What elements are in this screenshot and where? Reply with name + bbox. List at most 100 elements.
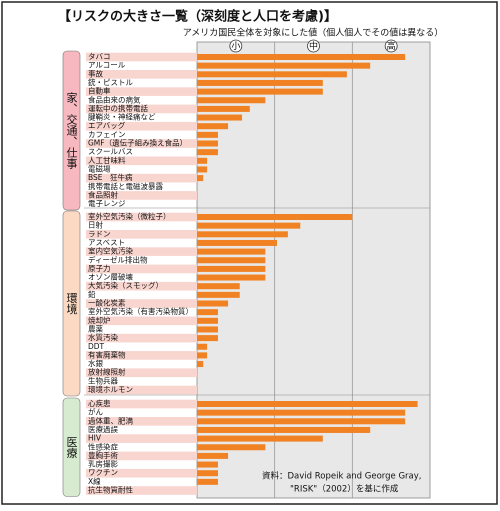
bar bbox=[197, 105, 250, 112]
category-label: 放射線照射 bbox=[88, 367, 126, 377]
category-label: 焼却炉 bbox=[88, 315, 111, 325]
category-label: GMF（遺伝子組み換え食品） bbox=[88, 138, 187, 148]
bar bbox=[197, 335, 218, 342]
row-stripe bbox=[86, 368, 197, 378]
row-stripe bbox=[86, 434, 197, 443]
row-stripe bbox=[86, 351, 197, 360]
row-stripe bbox=[86, 104, 197, 114]
row-stripe bbox=[86, 486, 197, 495]
row-stripe bbox=[86, 451, 197, 461]
bar bbox=[197, 352, 208, 359]
category-label: 心疾患 bbox=[88, 398, 111, 408]
category-label: アスベスト bbox=[88, 238, 125, 247]
category-label: 過体重、肥満 bbox=[88, 415, 133, 425]
category-label: 電子レンジ bbox=[88, 199, 126, 208]
row-stripe bbox=[86, 230, 197, 239]
row-stripe bbox=[86, 399, 197, 409]
category-label: 大気汚染（スモッグ） bbox=[88, 280, 163, 290]
x-tick-label: 中 bbox=[309, 40, 318, 52]
category-label: 水銀 bbox=[88, 358, 103, 368]
category-label: 環境ホルモン bbox=[88, 384, 133, 394]
category-label: 携帯電話と電磁波暴露 bbox=[88, 181, 163, 191]
bar bbox=[197, 97, 266, 104]
category-label: 室外空気汚染（有害汚染物質） bbox=[88, 306, 193, 316]
category-label: 事故 bbox=[88, 68, 103, 78]
category-label: 運転中の携帯電話 bbox=[88, 103, 148, 113]
bar bbox=[197, 478, 218, 485]
group-box bbox=[62, 50, 81, 211]
category-label: 人工甘味料 bbox=[88, 155, 126, 165]
chart-title: 【リスクの大きさ一覧（深刻度と人口を考慮)】 bbox=[58, 9, 337, 25]
bar bbox=[197, 214, 353, 220]
category-label: 医療過誤 bbox=[88, 424, 118, 434]
bar bbox=[197, 291, 240, 298]
tick-circle bbox=[307, 39, 320, 53]
bar bbox=[197, 123, 229, 130]
category-label: 原子力 bbox=[88, 263, 111, 273]
row-stripe bbox=[86, 247, 197, 256]
category-label: BSE 狂牛病 bbox=[88, 172, 133, 182]
category-label: 水質汚染 bbox=[88, 332, 118, 342]
category-label: 豊胸手術 bbox=[88, 450, 118, 460]
category-label: ワクチン bbox=[88, 468, 118, 477]
row-stripe bbox=[86, 156, 197, 166]
tick-circle bbox=[229, 39, 243, 53]
category-label: 自動車 bbox=[88, 86, 111, 96]
bar bbox=[197, 326, 218, 333]
bar bbox=[197, 426, 371, 433]
category-label: タバコ bbox=[88, 52, 111, 61]
category-label: 腱鞘炎・神経痛など bbox=[88, 112, 156, 122]
bar bbox=[197, 317, 218, 324]
bar bbox=[197, 175, 204, 182]
bar bbox=[197, 222, 301, 229]
bar bbox=[197, 149, 218, 156]
group-label: 環境 bbox=[65, 292, 78, 314]
source-note: "RISK"（2002）を基に作成 bbox=[290, 484, 399, 495]
group-label: 家、交通、仕事 bbox=[65, 91, 78, 169]
category-label: 乳房撮影 bbox=[88, 459, 118, 469]
category-label: 生物兵器 bbox=[88, 375, 118, 385]
row-stripe bbox=[86, 333, 197, 343]
bar bbox=[197, 435, 323, 442]
bar bbox=[197, 309, 218, 316]
bar bbox=[197, 239, 277, 246]
category-label: 食品照射 bbox=[88, 189, 118, 199]
bar bbox=[197, 274, 266, 281]
category-label: 有害廃棄物 bbox=[88, 349, 126, 359]
bar bbox=[197, 54, 406, 60]
subtitle: アメリカ国民全体を対象にした値（個人個人でその値は異なる） bbox=[183, 27, 444, 39]
category-label: エアバッグ bbox=[88, 120, 126, 130]
category-label: 銃・ピストル bbox=[88, 77, 133, 87]
bar bbox=[197, 283, 240, 290]
x-tick-label: 高 bbox=[387, 40, 396, 52]
category-label: X線 bbox=[88, 476, 101, 486]
category-label: 室内空気汚染 bbox=[88, 246, 133, 256]
bar bbox=[197, 114, 243, 121]
bar bbox=[197, 418, 406, 425]
group-box bbox=[62, 397, 81, 497]
category-label: 日射 bbox=[88, 220, 103, 230]
bar bbox=[197, 409, 406, 416]
bar bbox=[197, 461, 218, 468]
category-label: 抗生物質耐性 bbox=[88, 485, 133, 495]
category-label: オゾン層破壊 bbox=[88, 272, 133, 282]
bar bbox=[197, 452, 229, 459]
category-label: アルコール bbox=[88, 61, 126, 70]
category-label: 鉛 bbox=[88, 289, 96, 299]
category-label: ディーゼル排出物 bbox=[88, 254, 148, 264]
row-stripe bbox=[86, 52, 197, 62]
row-stripe bbox=[86, 299, 197, 308]
group-box bbox=[62, 210, 81, 397]
row-stripe bbox=[86, 417, 197, 426]
bar bbox=[197, 300, 229, 307]
bar bbox=[197, 79, 323, 86]
category-label: ラドン bbox=[88, 229, 111, 238]
row-stripe bbox=[86, 139, 197, 148]
category-label: カフェイン bbox=[88, 130, 126, 139]
row-stripe bbox=[86, 121, 197, 131]
bar bbox=[197, 71, 347, 78]
bar bbox=[197, 343, 208, 350]
bar bbox=[197, 88, 323, 95]
bar bbox=[197, 444, 266, 451]
bar bbox=[197, 401, 418, 407]
